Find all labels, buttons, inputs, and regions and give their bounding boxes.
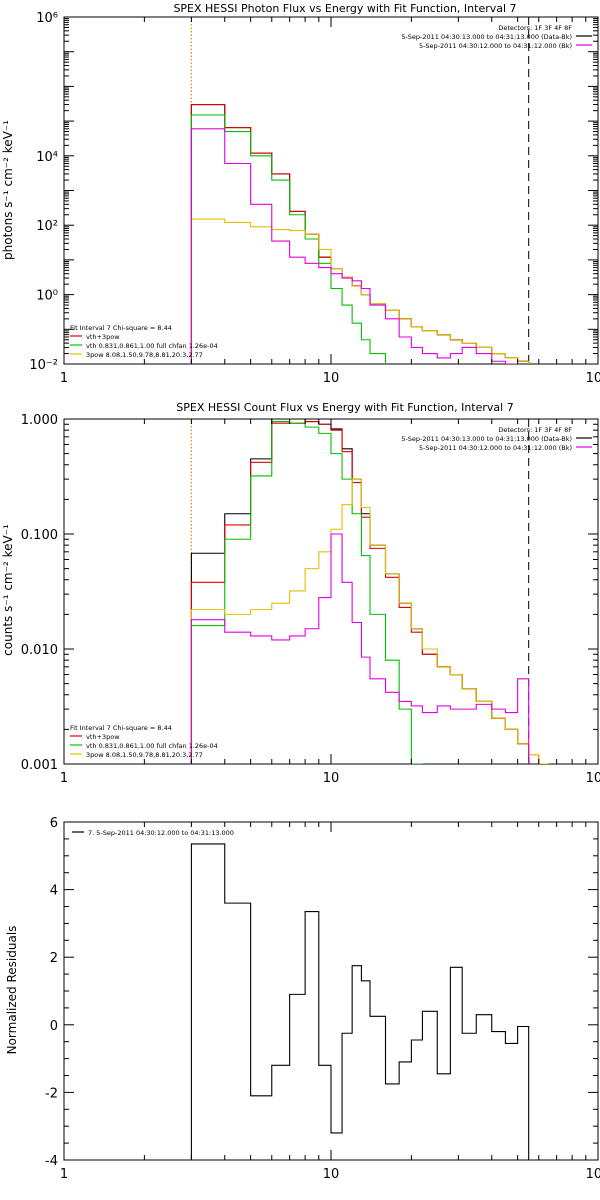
- y-tick-label: 10⁴: [36, 150, 58, 165]
- y-tick-label: 0.100: [21, 528, 58, 543]
- legend-text: Fit Interval 7 Chi-square = 8.44: [70, 324, 172, 332]
- x-tick-label: 1: [60, 771, 68, 786]
- legend-text: vth 0.831,0.861,1.00 full chfan 1.26e-04: [86, 342, 218, 350]
- legend-top-right: Detectors: 1F 3F 4F 8F5-Sep-2011 04:30:1…: [401, 24, 592, 50]
- count-flux-y-axis-label: counts s⁻¹ cm⁻² keV⁻¹: [1, 524, 15, 656]
- plot-0: [190, 17, 530, 364]
- x-tick-label: 100: [586, 371, 600, 386]
- series-line: [190, 533, 530, 764]
- y-tick-label: 2: [50, 951, 58, 966]
- legend-text: vth 0.831,0.861,1.00 full chfan 1.26e-04: [86, 742, 218, 750]
- y-tick-label: 10⁻²: [29, 358, 58, 373]
- residuals-panel: Normalized Residuals 1 10 100 -4 -2 0 2 4 6 7. 5-…: [5, 816, 600, 1182]
- x-tick-label: 10: [323, 371, 340, 386]
- series-line: [190, 114, 387, 364]
- y-tick-label: 6: [50, 816, 58, 831]
- y-axis-1: 0.001 0.010 0.100 1.000: [21, 413, 598, 773]
- y-tick-label: 10⁰: [36, 289, 58, 304]
- y-axis-0: 10⁻² 10⁰ 10² 10⁴ 10⁶: [29, 11, 598, 373]
- series-line: [190, 128, 519, 364]
- legend-text: 7. 5-Sep-2011 04:30:12.000 to 04:31:13.0…: [88, 829, 234, 837]
- legend-bottom-left: Fit Interval 7 Chi-square = 8.44vth+3pow…: [70, 724, 218, 759]
- legend-bottom-left: Fit Interval 7 Chi-square = 8.44vth+3pow…: [70, 324, 218, 359]
- y-tick-label: 10²: [36, 219, 58, 234]
- legend-text: 5-Sep-2011 04:30:13.000 to 04:31:13.000 …: [401, 435, 572, 443]
- series-line: [190, 421, 423, 764]
- legend-text: Detectors: 1F 3F 4F 8F: [498, 24, 572, 32]
- y-axis-2: -4 -2 0 2 4 6: [45, 816, 598, 1169]
- count-flux-title: SPEX HESSI Count Flux vs Energy with Fit…: [176, 401, 513, 414]
- legend-text: Fit Interval 7 Chi-square = 8.44: [70, 724, 172, 732]
- x-tick-label: 10: [323, 771, 340, 786]
- y-tick-label: 1.000: [21, 413, 58, 428]
- x-tick-label: 100: [586, 771, 600, 786]
- y-tick-label: 10⁶: [36, 11, 58, 26]
- legend-top-right: Detectors: 1F 3F 4F 8F5-Sep-2011 04:30:1…: [401, 426, 592, 452]
- series-line: [190, 218, 530, 364]
- y-tick-label: 4: [50, 884, 58, 899]
- residuals-y-axis-label: Normalized Residuals: [5, 926, 19, 1055]
- x-axis-2: 1 10 100: [60, 822, 600, 1182]
- legend-text: Detectors: 1F 3F 4F 8F: [498, 426, 572, 434]
- legend-top-left: 7. 5-Sep-2011 04:30:12.000 to 04:31:13.0…: [72, 829, 234, 837]
- plot-2: [190, 843, 530, 1160]
- legend-text: vth+3pow: [86, 333, 120, 341]
- y-tick-label: 0.001: [21, 758, 58, 773]
- series-line: [190, 843, 530, 1160]
- photon-flux-y-axis-label: photons s⁻¹ cm⁻² keV⁻¹: [1, 120, 15, 260]
- legend-text: 5-Sep-2011 04:30:12.000 to 04:31:12.000 …: [419, 42, 572, 50]
- y-tick-label: -4: [45, 1154, 58, 1169]
- x-tick-label: 100: [586, 1167, 600, 1182]
- y-tick-label: 0.010: [21, 643, 58, 658]
- legend-text: 3pow 8.08,1.50,9.78,8.81,20.3,2.77: [86, 351, 203, 359]
- legend-text: 5-Sep-2011 04:30:12.000 to 04:31:12.000 …: [419, 444, 572, 452]
- photon-flux-title: SPEX HESSI Photon Flux vs Energy with Fi…: [173, 2, 516, 15]
- x-tick-label: 1: [60, 371, 68, 386]
- legend-text: vth+3pow: [86, 733, 120, 741]
- photon-flux-panel: SPEX HESSI Photon Flux vs Energy with Fi…: [1, 2, 600, 386]
- series-line: [190, 478, 549, 764]
- y-tick-label: 0: [50, 1019, 58, 1034]
- plot-1: [190, 419, 549, 764]
- legend-text: 5-Sep-2011 04:30:13.000 to 04:31:13.000 …: [401, 33, 572, 41]
- x-tick-label: 1: [60, 1167, 68, 1182]
- legend-text: 3pow 8.08,1.50,9.78,8.81,20.3,2.77: [86, 751, 203, 759]
- count-flux-panel: SPEX HESSI Count Flux vs Energy with Fit…: [1, 401, 600, 786]
- x-axis-1: 1 10 100: [60, 419, 600, 786]
- x-axis-0: 1 10 100: [60, 17, 600, 386]
- x-tick-label: 10: [323, 1167, 340, 1182]
- y-tick-label: -2: [45, 1086, 58, 1101]
